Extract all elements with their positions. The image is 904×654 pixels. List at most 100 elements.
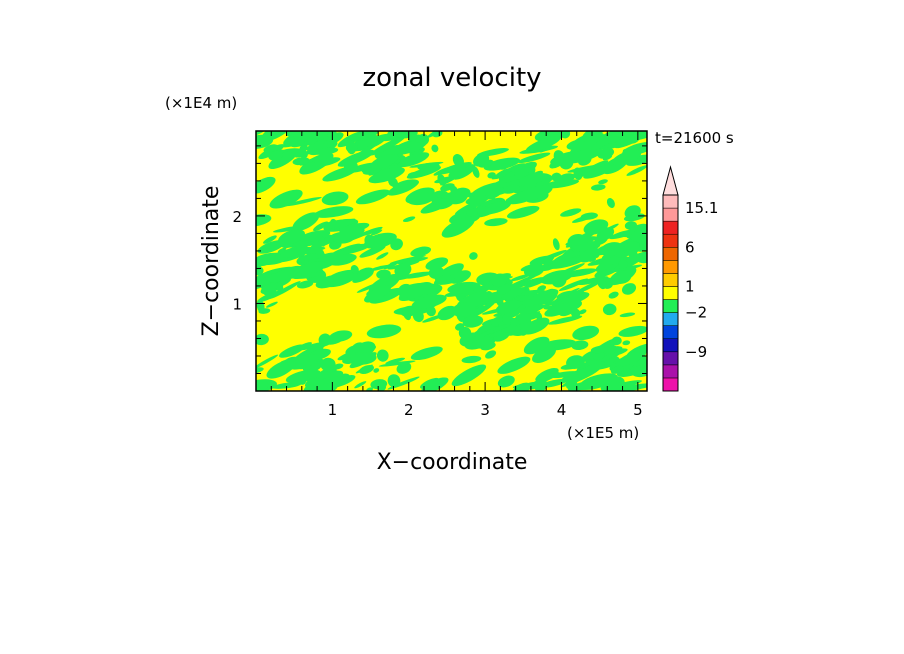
field-blob [478, 159, 494, 168]
field-blob [497, 375, 515, 388]
field-blob [481, 200, 511, 215]
colorbar-frame [662, 194, 679, 392]
field-blob [383, 261, 399, 270]
field-blob [622, 340, 631, 346]
colorbar-level [662, 247, 679, 261]
field-blob [462, 315, 484, 328]
field-blob [535, 311, 543, 321]
field-blob [614, 273, 631, 284]
field-blob [469, 252, 478, 260]
field-blob [303, 383, 319, 391]
field-blob [431, 144, 439, 153]
field-blob [461, 355, 482, 364]
field-blob [608, 291, 619, 299]
field-blob [407, 192, 435, 206]
field-blob [292, 272, 324, 280]
field-blob [370, 229, 383, 236]
field-blob [433, 273, 451, 284]
field-blob [464, 335, 489, 350]
field-blob [397, 283, 413, 298]
field-blob [621, 283, 637, 295]
field-blob [312, 143, 335, 149]
field-blob [313, 147, 339, 156]
field-blob [437, 174, 447, 186]
x-axis-label: X−coordinate [377, 450, 528, 475]
x-tick-label: 1 [328, 401, 338, 419]
field-blob [594, 263, 623, 278]
field-blob [578, 309, 587, 315]
field-blob [430, 194, 439, 205]
field-blob [493, 168, 512, 180]
field-blob [621, 264, 643, 271]
field-blob [542, 179, 580, 189]
field-blob [268, 265, 303, 283]
field-blob [293, 152, 305, 158]
field-blob [369, 287, 404, 304]
field-blob [406, 165, 442, 179]
field-blob [385, 357, 406, 365]
colorbar-level [662, 299, 679, 313]
field-blob [525, 135, 561, 153]
field-blob [597, 278, 607, 290]
field-blob [516, 184, 553, 202]
field-blob [468, 194, 487, 205]
field-blob [266, 301, 278, 308]
field-blob [624, 205, 641, 219]
field-blob [399, 142, 409, 150]
field-blob [389, 255, 426, 264]
plot-frame [255, 130, 648, 392]
field-blob [256, 134, 274, 149]
field-blob [484, 218, 508, 227]
field-blob [268, 150, 283, 161]
field-blob [305, 348, 331, 362]
field-blob [612, 150, 642, 166]
colorbar-level [662, 325, 679, 339]
field-blob [590, 345, 610, 354]
field-blob [268, 149, 298, 170]
field-blob [566, 380, 578, 390]
colorbar-label: 6 [685, 238, 695, 256]
field-blob [606, 198, 615, 208]
x-tick-label: 3 [480, 401, 490, 419]
field-blob [397, 257, 429, 265]
field-blob [314, 206, 354, 218]
field-blob [320, 357, 336, 372]
field-blob [451, 302, 476, 317]
field-blob [420, 197, 454, 214]
field-blob [560, 208, 582, 217]
field-blob [564, 147, 603, 164]
field-blob [505, 304, 526, 317]
field-blob [519, 172, 553, 188]
field-blob [293, 131, 332, 140]
field-blob [583, 164, 614, 179]
field-blob [598, 179, 608, 185]
field-blob [542, 278, 553, 283]
field-blob [486, 190, 502, 200]
field-blob [410, 246, 432, 257]
field-blob [595, 261, 611, 273]
field-blob [360, 226, 383, 236]
field-blob [318, 234, 326, 247]
field-blob [284, 196, 322, 207]
field-blob [464, 302, 495, 318]
y-axis-unit: (×1E4 m) [165, 94, 237, 112]
field-blob [321, 191, 349, 206]
field-blob [610, 365, 624, 374]
field-blob [387, 180, 419, 196]
colorbar-level [662, 260, 679, 274]
field-blob [572, 325, 600, 341]
field-blob [618, 325, 647, 337]
field-blob [426, 305, 436, 317]
field-blob [271, 382, 302, 389]
field-blob [552, 238, 560, 251]
field-blob [450, 185, 458, 195]
field-blob [366, 324, 402, 339]
field-blob [520, 263, 540, 272]
field-blob [392, 138, 428, 155]
field-blob [290, 261, 327, 277]
field-blob [591, 135, 615, 150]
field-blob [441, 216, 475, 238]
field-blob [411, 294, 447, 309]
field-blob [492, 172, 531, 186]
colorbar-level [662, 273, 679, 287]
